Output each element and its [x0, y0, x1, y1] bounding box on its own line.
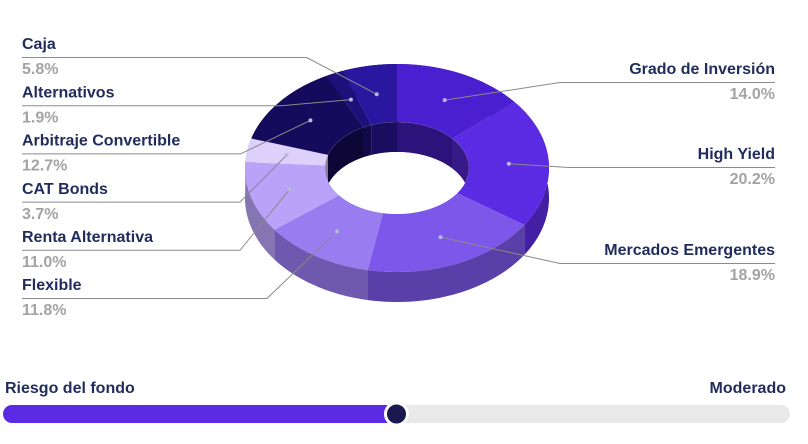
leader-dot — [334, 229, 339, 234]
leader-line — [22, 189, 291, 251]
slice-inner-side — [363, 125, 372, 158]
label-name: Flexible — [22, 277, 82, 294]
leader-dot — [348, 97, 353, 102]
leader-line — [444, 82, 775, 101]
slice-side — [367, 224, 525, 302]
label-name: CAT Bonds — [22, 181, 108, 198]
label-name: Alternativos — [22, 84, 115, 101]
leader-dot — [374, 92, 379, 97]
slice — [452, 101, 549, 225]
leader-line — [22, 119, 311, 155]
leader-dot — [442, 98, 447, 103]
label-value: 11.8% — [22, 302, 66, 319]
leader-dot — [287, 187, 292, 192]
slice — [367, 193, 525, 272]
label-value: 3.7% — [22, 206, 58, 223]
label-name: High Yield — [698, 146, 775, 163]
label-value: 12.7% — [22, 158, 67, 175]
label-value: 14.0% — [730, 86, 775, 103]
label-name: Caja — [22, 36, 56, 53]
label-value: 20.2% — [730, 171, 775, 188]
slice — [245, 138, 328, 166]
risk-label: Riesgo del fondo — [5, 380, 135, 397]
label-name: Mercados Emergentes — [604, 242, 775, 259]
leader-line — [22, 99, 351, 107]
donut-chart: Caja 5.8% Alternativos 1.9% Arbitraje Conver… — [22, 36, 775, 319]
label-name: Grado de Inversión — [629, 61, 775, 78]
leader-dot — [506, 161, 511, 166]
slice-inner-side — [397, 122, 453, 169]
leader-dot — [308, 118, 313, 123]
label-value: 5.8% — [22, 61, 58, 78]
hole-floor — [325, 152, 469, 214]
leader-line — [440, 236, 775, 264]
slice — [274, 195, 384, 271]
slice — [326, 70, 372, 128]
leader-dot — [438, 235, 443, 240]
risk-value-label: Moderado — [710, 380, 787, 397]
slice — [397, 64, 515, 139]
leader-line — [22, 230, 338, 299]
slice — [245, 162, 340, 230]
risk-knob — [384, 401, 409, 427]
leader-line — [22, 57, 377, 95]
label-value: 11.0% — [22, 254, 66, 271]
leader-line — [508, 163, 775, 168]
leader-dot — [284, 153, 289, 158]
label-value: 18.9% — [730, 267, 775, 284]
label-name: Renta Alternativa — [22, 229, 153, 246]
leader-line — [22, 154, 288, 203]
risk-slider: Riesgo del fondo Moderado — [3, 380, 790, 427]
slice-inner-side — [327, 127, 364, 185]
risk-fill — [3, 405, 397, 423]
slice-side — [274, 229, 368, 301]
label-name: Arbitraje Convertible — [22, 133, 180, 150]
slice-inner-side — [371, 122, 397, 156]
slice — [342, 64, 397, 126]
label-value: 1.9% — [22, 109, 58, 126]
slice-side — [245, 162, 275, 260]
